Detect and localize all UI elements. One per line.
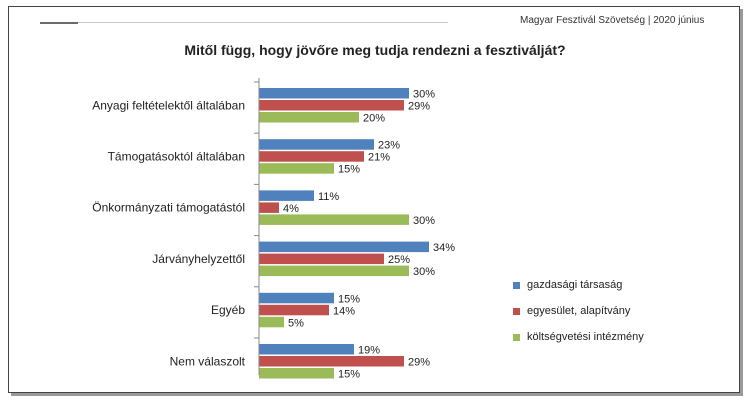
- bar: [259, 368, 334, 379]
- data-label: 21%: [368, 152, 390, 164]
- bar: [259, 292, 334, 304]
- bar: [259, 112, 359, 123]
- category-label: Nem válaszolt: [170, 354, 246, 368]
- legend-swatch: [513, 281, 520, 289]
- bar: [259, 316, 284, 328]
- data-label: 14%: [333, 305, 355, 317]
- bar: [259, 304, 329, 316]
- chart-legend: gazdasági társaság egyesület, alapítvány k…: [513, 272, 644, 350]
- data-label: 34%: [433, 242, 455, 254]
- category-label: Anyagi feltételektől általában: [92, 98, 245, 112]
- bar: [259, 241, 429, 253]
- category-label: Egyéb: [211, 303, 245, 317]
- category-label: Önkormányzati támogatástól: [92, 201, 245, 215]
- legend-swatch: [513, 333, 520, 341]
- legend-swatch: [513, 307, 520, 315]
- bar: [259, 344, 354, 355]
- data-label: 30%: [413, 266, 435, 278]
- bar: [259, 100, 404, 111]
- bar: [259, 214, 409, 225]
- bar: [259, 265, 409, 277]
- bar: [259, 202, 279, 213]
- bar: [259, 356, 404, 367]
- data-label: 15%: [338, 164, 360, 176]
- bar: [259, 151, 364, 162]
- data-label: 30%: [413, 89, 435, 101]
- data-label: 29%: [408, 357, 430, 369]
- legend-label: egyesület, alapítvány: [527, 305, 631, 317]
- category-label: Támogatásoktól általában: [108, 149, 245, 163]
- header-rule-accent: [40, 22, 78, 24]
- legend-label: költségvetési intézmény: [527, 331, 644, 343]
- bar: [259, 163, 334, 174]
- legend-label: gazdasági társaság: [527, 279, 623, 291]
- bar: [259, 253, 384, 265]
- data-label: 5%: [288, 317, 304, 329]
- header-text: Magyar Fesztivál Szövetség | 2020 június: [520, 15, 705, 26]
- bar: [259, 139, 374, 150]
- data-label: 30%: [413, 215, 435, 227]
- header-rule: [78, 22, 448, 23]
- data-label: 4%: [283, 203, 299, 215]
- chart-title: Mitől függ, hogy jövőre meg tudja rendez…: [184, 42, 566, 58]
- chart-frame: [8, 6, 740, 393]
- legend-item: egyesület, alapítvány: [513, 298, 644, 324]
- data-label: 19%: [358, 345, 380, 357]
- data-label: 11%: [318, 191, 339, 203]
- data-label: 15%: [338, 369, 360, 381]
- data-label: 29%: [408, 101, 430, 113]
- data-label: 20%: [363, 113, 385, 125]
- category-label: Járványhelyzettől: [152, 252, 245, 266]
- bar: [259, 88, 409, 99]
- legend-item: gazdasági társaság: [513, 272, 644, 298]
- bar: [259, 190, 314, 201]
- data-label: 25%: [388, 254, 410, 266]
- legend-item: költségvetési intézmény: [513, 324, 644, 350]
- data-label: 23%: [378, 140, 400, 152]
- data-label: 15%: [338, 293, 360, 305]
